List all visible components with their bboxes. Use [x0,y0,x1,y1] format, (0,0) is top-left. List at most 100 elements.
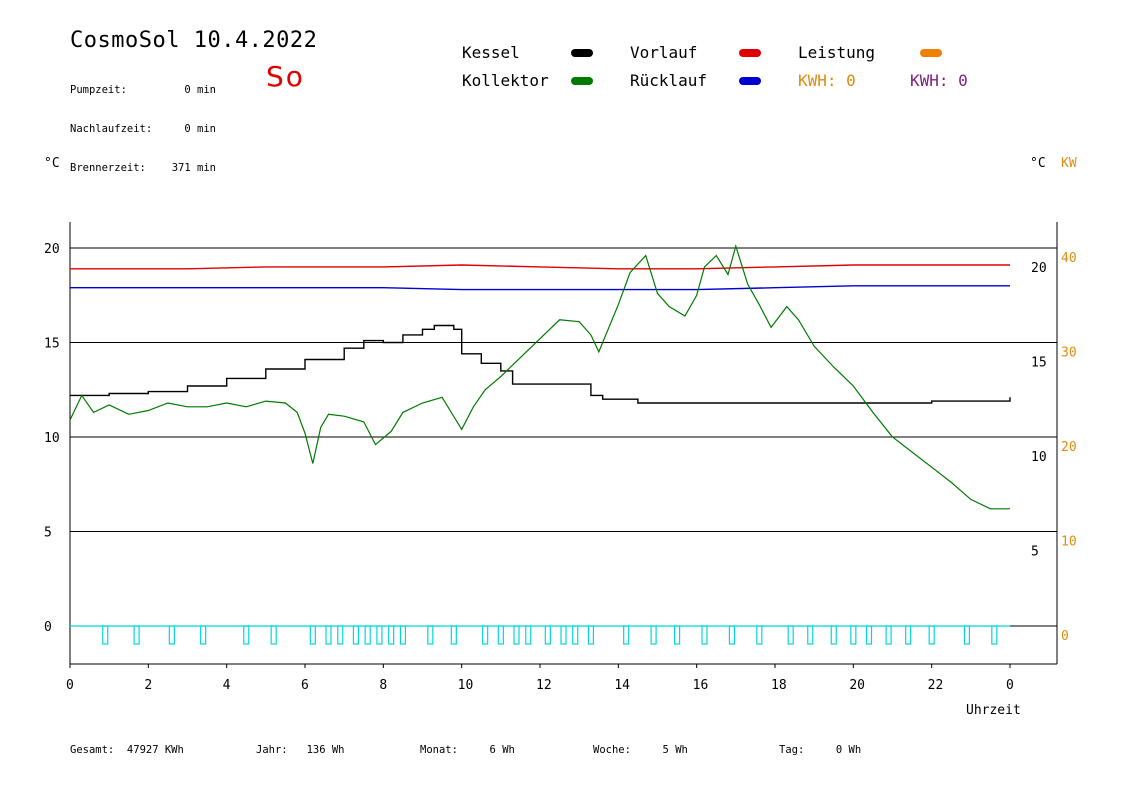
x-tick-label: 0 [66,678,74,693]
series-line-kollektor [69,243,1010,510]
right-axis-unit-celsius: °C [1030,156,1046,171]
pump-pulse [673,625,681,645]
info-row-brennerzeit: Brennerzeit: 371 min [70,162,216,175]
pump-pulse [388,625,395,645]
pump-signal [70,625,1010,645]
pump-pulse [650,625,657,645]
footer-value: 6 Wh [489,744,515,756]
left-tick-labels: 0 5 10 15 20 [44,242,60,635]
x-axis-label: Uhrzeit [966,703,1021,718]
left-tick-label: 0 [44,620,52,635]
right-tick-label: 20 [1031,261,1047,276]
pump-pulse [728,625,736,645]
pump-pulse [787,625,794,645]
x-tick-label: 4 [223,678,231,693]
pump-pulse [497,625,504,645]
pump-pulse [168,625,175,645]
footer-jahr: Jahr: 136 Wh [256,744,345,756]
pump-pulse [270,625,277,645]
pump-pulse [427,625,434,645]
pump-pulse [928,625,935,645]
pump-pulse [325,625,332,645]
footer-value: 136 Wh [306,744,345,756]
footer-label: Tag: [779,744,805,756]
right-kw-tick-label: 10 [1061,535,1077,550]
x-tick-label: 8 [379,678,387,693]
pump-pulse [623,625,630,645]
pump-pulse [560,625,567,645]
legend-kwh-orange: KWH: 0 [798,71,856,90]
weekday-label: So [266,60,305,93]
x-tick-label: 20 [849,678,865,693]
pump-pulse [513,625,520,645]
legend-kollektor-swatch [571,77,593,85]
info-row-pumpzeit: Pumpzeit: 0 min [70,84,216,97]
legend-kessel-swatch [571,49,593,57]
legend-vorlauf-label: Vorlauf [630,43,698,62]
x-tick-label: 10 [458,678,474,693]
legend-ruecklauf-swatch [739,77,761,85]
pump-pulse [133,625,140,645]
pump-pulse [482,625,489,645]
pump-pulse [701,625,708,645]
pump-pulse [364,625,371,645]
left-tick-label: 5 [44,526,52,541]
pump-pulse [309,625,316,645]
info-value: 0 min [184,84,216,96]
info-row-nachlaufzeit: Nachlaufzeit: 0 min [70,123,216,136]
right-kw-tick-labels: 0 10 20 30 40 [1061,251,1077,644]
left-tick-label: 10 [44,431,60,446]
page-title: CosmoSol 10.4.2022 [70,28,318,53]
pump-pulse [102,625,109,645]
x-tick-label: 6 [301,678,309,693]
right-tick-label: 15 [1031,356,1047,371]
info-value: 371 min [171,162,216,174]
pump-pulse [376,625,383,645]
x-tick-label: 0 [1006,678,1014,693]
info-label: Pumpzeit: [70,84,127,96]
footer-gesamt: Gesamt: 47927 KWh [70,744,184,756]
legend-leistung-swatch [920,49,942,57]
right-kw-tick-label: 30 [1061,346,1077,361]
left-axis-unit: °C [44,156,60,171]
footer-label: Gesamt: [70,744,115,756]
footer-label: Woche: [593,744,631,756]
info-value: 0 min [184,123,216,135]
right-kw-tick-label: 20 [1061,440,1077,455]
right-tick-label: 10 [1031,450,1047,465]
x-tick-label: 18 [771,678,787,693]
pump-pulse [337,625,344,645]
series-line-ruecklauf [70,285,1010,291]
series-line-vorlauf [70,264,1010,270]
left-tick-label: 15 [44,337,60,352]
x-tick-label: 2 [144,678,152,693]
footer-monat: Monat: 6 Wh [420,744,515,756]
pump-pulse [865,625,873,645]
pump-pulse [587,625,595,645]
right-tick-label: 5 [1031,545,1039,560]
legend-kwh-purple: KWH: 0 [910,71,968,90]
pump-pulse [352,625,360,645]
pump-pulse [850,625,857,645]
pump-pulse [544,625,551,645]
x-tick-label: 12 [536,678,552,693]
pump-pulse [525,625,532,645]
footer-value: 0 Wh [835,744,862,756]
run-time-info: Pumpzeit: 0 min Nachlaufzeit: 0 min Brenne… [70,58,216,188]
footer-label: Monat: [420,744,458,756]
series-line-kessel [70,324,1011,404]
footer-value: 47927 KWh [126,744,184,756]
x-tick-label: 14 [614,678,630,693]
footer-tag: Tag: 0 Wh [779,744,861,756]
legend-ruecklauf-label: Rücklauf [630,71,708,90]
legend-leistung-label: Leistung [798,43,876,62]
x-tick-labels: 0 2 4 6 8 10 12 14 16 18 20 22 0 [66,664,1014,693]
info-label: Nachlaufzeit: [70,123,153,135]
legend-kessel-label: Kessel [462,43,520,62]
pump-pulse [243,625,250,645]
left-tick-label: 20 [44,242,60,257]
pump-pulse [399,625,407,645]
right-axis-unit-kw: KW [1061,156,1077,171]
pump-pulse [905,625,912,645]
pump-pulse [756,625,763,645]
